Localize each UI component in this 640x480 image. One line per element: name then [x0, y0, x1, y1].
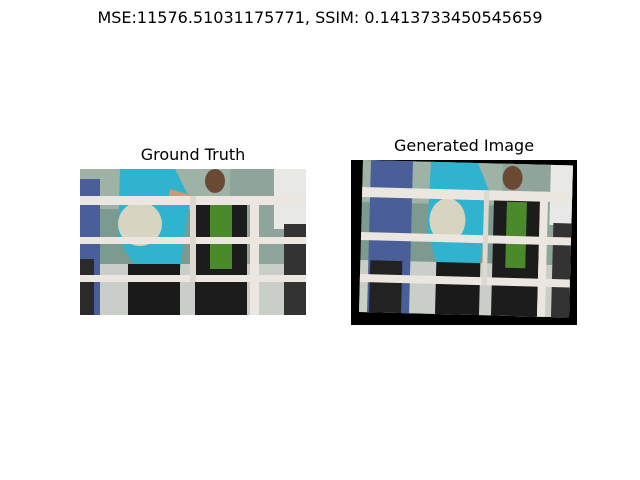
ground-truth-title: Ground Truth: [140, 145, 246, 164]
generated-image-title: Generated Image: [393, 136, 535, 155]
ground-truth-photo-drawing: [80, 169, 306, 315]
ground-truth-photo: [80, 169, 306, 315]
generated-photo: [351, 160, 577, 325]
metrics-title: MSE:11576.51031175771, SSIM: 0.141373345…: [97, 8, 543, 27]
generated-photo-drawing: [351, 160, 577, 325]
